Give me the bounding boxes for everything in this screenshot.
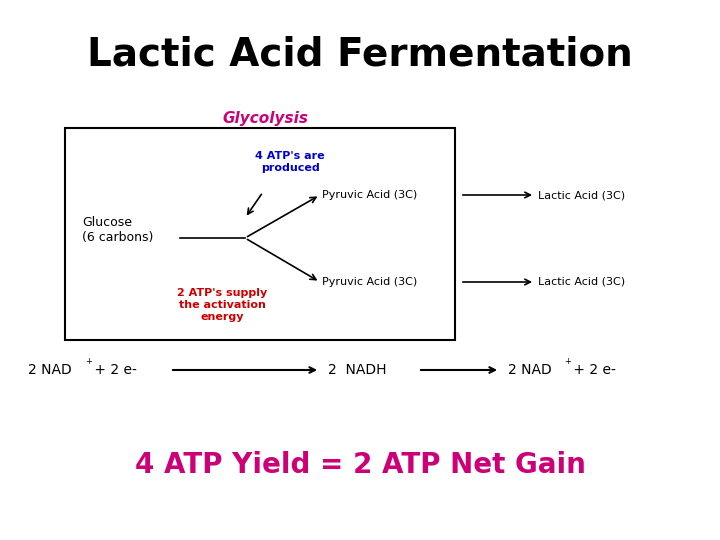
Text: 2 ATP's supply
the activation
energy: 2 ATP's supply the activation energy [177, 288, 267, 322]
Text: + 2 e-: + 2 e- [90, 363, 137, 377]
Text: Glucose
(6 carbons): Glucose (6 carbons) [82, 216, 153, 244]
Text: 2 NAD: 2 NAD [28, 363, 72, 377]
Text: Lactic Acid (3C): Lactic Acid (3C) [538, 190, 625, 200]
Text: Pyruvic Acid (3C): Pyruvic Acid (3C) [322, 190, 418, 200]
Text: + 2 e-: + 2 e- [569, 363, 616, 377]
Text: +: + [85, 357, 92, 367]
Text: +: + [564, 357, 571, 367]
Text: Glycolysis: Glycolysis [222, 111, 308, 125]
Text: 4 ATP's are
produced: 4 ATP's are produced [255, 151, 325, 173]
Text: Lactic Acid (3C): Lactic Acid (3C) [538, 277, 625, 287]
Text: 2  NADH: 2 NADH [328, 363, 387, 377]
Text: 2 NAD: 2 NAD [508, 363, 552, 377]
Text: 4 ATP Yield = 2 ATP Net Gain: 4 ATP Yield = 2 ATP Net Gain [135, 451, 585, 479]
Text: Lactic Acid Fermentation: Lactic Acid Fermentation [87, 36, 633, 74]
Text: Pyruvic Acid (3C): Pyruvic Acid (3C) [322, 277, 418, 287]
Bar [65, 128, 455, 340]
